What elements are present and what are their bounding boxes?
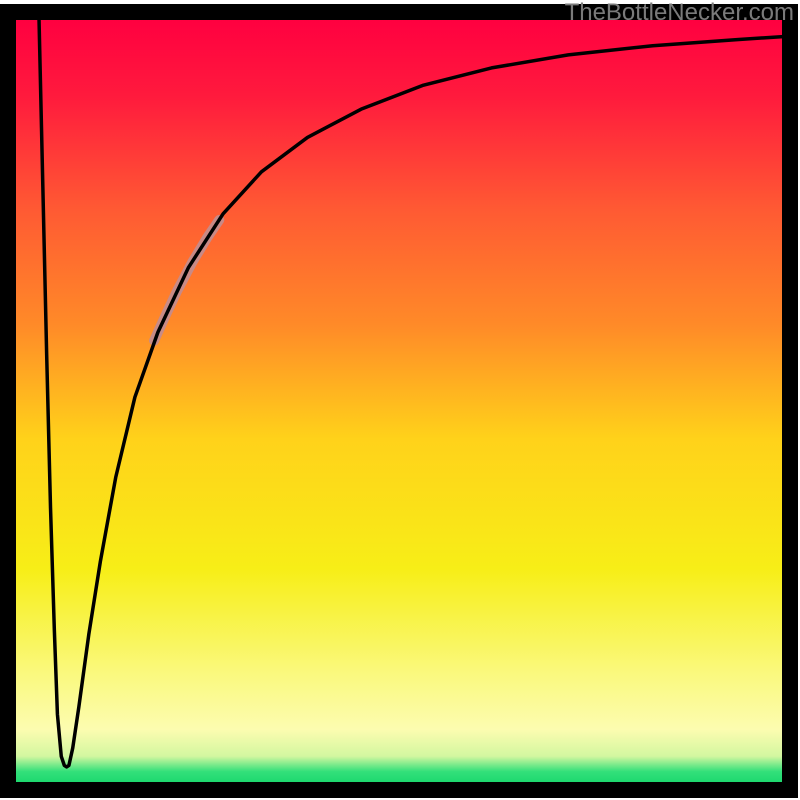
bottleneck-plot — [16, 19, 783, 783]
watermark-text: TheBottleNecker.com — [565, 0, 794, 27]
background-gradient — [16, 19, 783, 783]
